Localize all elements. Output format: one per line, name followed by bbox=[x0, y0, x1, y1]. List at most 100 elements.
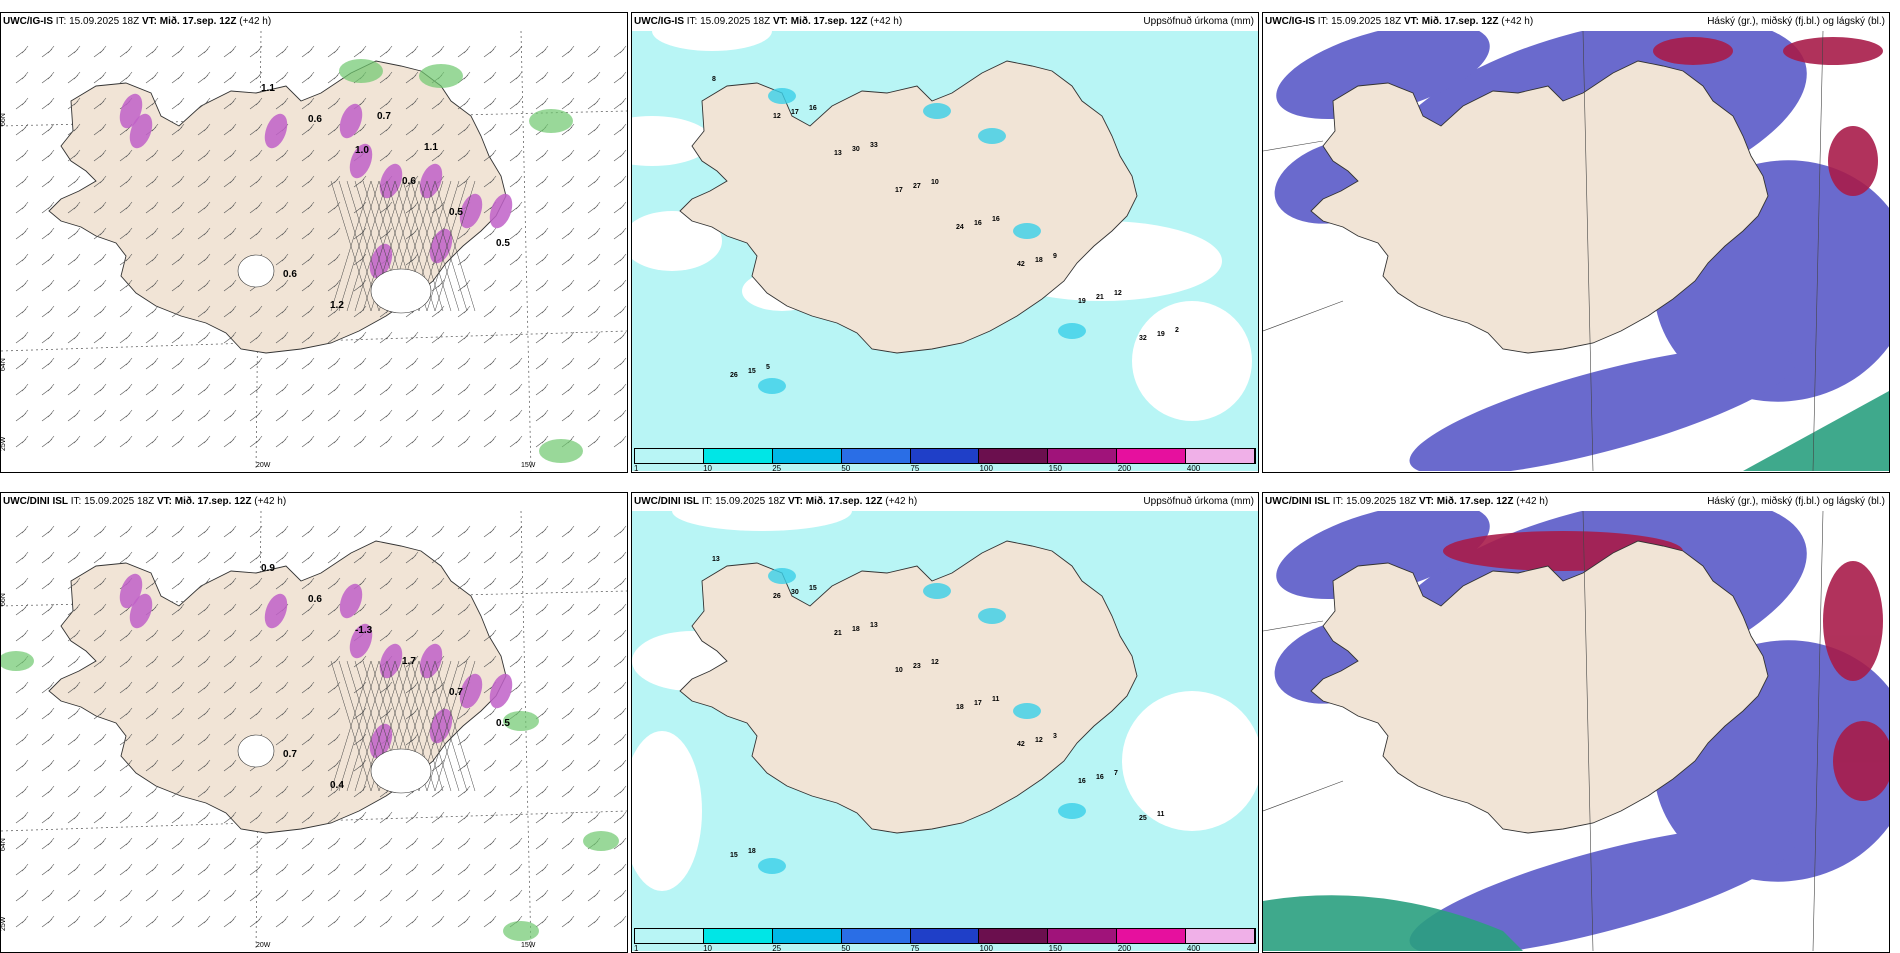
colorbar-swatch bbox=[703, 449, 773, 463]
heavy-precip bbox=[758, 88, 1086, 394]
lon-label-15w: 15W bbox=[521, 462, 536, 469]
precip-value: 27 bbox=[913, 183, 921, 190]
colorbar-label: 25 bbox=[772, 944, 782, 953]
precip-value: 21 bbox=[834, 630, 842, 637]
precip-value: 17 bbox=[791, 109, 799, 116]
glacier bbox=[370, 748, 432, 794]
precip-value: 24 bbox=[956, 224, 964, 231]
precip-value: 17 bbox=[895, 187, 903, 194]
init-time: IT: 15.09.2025 18Z bbox=[55, 16, 140, 27]
lon-label-25w: 25W bbox=[1, 436, 7, 451]
wind-barbs bbox=[15, 525, 627, 928]
precip-value: 23 bbox=[913, 663, 921, 670]
precip-value: 26 bbox=[773, 593, 781, 600]
valid-time: VT: Mið. 17.sep. 12Z bbox=[787, 496, 883, 507]
model-name: UWC/IG-IS bbox=[3, 16, 53, 27]
valid-time: VT: Mið. 17.sep. 12Z bbox=[772, 16, 868, 27]
colorbar-swatch bbox=[979, 929, 1049, 943]
precip-value: 7 bbox=[1114, 770, 1118, 777]
precip-value: 9 bbox=[1053, 253, 1057, 260]
precip-value: 21 bbox=[1096, 294, 1104, 301]
precip-amount-label: 0.6 bbox=[308, 594, 322, 605]
lon-label-15w: 15W bbox=[521, 942, 536, 949]
precip-value: 16 bbox=[1096, 774, 1104, 781]
precip-map: 1326211018421625153018231712161118151312… bbox=[632, 511, 1258, 951]
panel-title: Uppsöfnuð úrkoma (mm) bbox=[1143, 13, 1254, 31]
panel-precip-top: UWC/IG-IS IT: 15.09.2025 18Z VT: Mið. 17… bbox=[631, 12, 1259, 473]
graticule bbox=[1263, 31, 1824, 471]
colorbar-swatch bbox=[910, 449, 980, 463]
panel-precip-bottom: UWC/DINI ISL IT: 15.09.2025 18Z VT: Mið.… bbox=[631, 492, 1259, 953]
colorbar-label: 200 bbox=[1117, 944, 1132, 953]
colorbar-swatch bbox=[1048, 929, 1118, 943]
precip-value: 12 bbox=[1114, 290, 1122, 297]
precip-value: 30 bbox=[852, 146, 860, 153]
precip-value: 15 bbox=[809, 585, 817, 592]
light-precip bbox=[1, 651, 619, 941]
low-cloud bbox=[1263, 895, 1523, 951]
panel-title: Háský (gr.), miðský (fj.bl.) og lágský (… bbox=[1707, 493, 1885, 511]
colorbar-label: 100 bbox=[979, 944, 993, 953]
lat-label-64n: 64N bbox=[1, 358, 7, 371]
colorbar-swatch bbox=[703, 929, 773, 943]
precip-value: 15 bbox=[748, 368, 756, 375]
precip-value: 13 bbox=[834, 150, 842, 157]
panel-cloud-top: UWC/IG-IS IT: 15.09.2025 18Z VT: Mið. 17… bbox=[1262, 12, 1890, 473]
colorbar-swatch bbox=[772, 929, 842, 943]
precip-amount-label: 0.7 bbox=[283, 749, 297, 760]
precip-amount-label: 0.5 bbox=[496, 238, 510, 249]
colorbar-label: 50 bbox=[841, 944, 851, 953]
precip-value: 17 bbox=[974, 700, 982, 707]
iceland-landmass bbox=[679, 540, 1138, 834]
glacier bbox=[237, 734, 275, 768]
precip-value: 18 bbox=[1035, 257, 1043, 264]
precip-value: 10 bbox=[895, 667, 903, 674]
precip-amount-label: -1.3 bbox=[355, 625, 373, 636]
model-name: UWC/DINI ISL bbox=[1265, 496, 1330, 507]
model-name: UWC/DINI ISL bbox=[3, 496, 68, 507]
precip-amount-label: 0.7 bbox=[449, 687, 463, 698]
colorbar-swatch bbox=[1117, 929, 1187, 943]
cloud-map bbox=[1263, 511, 1889, 951]
precip-value: 15 bbox=[730, 852, 738, 859]
precip-value: 13 bbox=[870, 622, 878, 629]
low-cloud bbox=[1743, 391, 1889, 471]
precip-amount-label: 0.7 bbox=[377, 111, 391, 122]
valid-time: VT: Mið. 17.sep. 12Z bbox=[1418, 496, 1514, 507]
colorbar-label: 1 bbox=[634, 944, 639, 953]
lead-time: (+42 h) bbox=[1501, 16, 1534, 27]
colorbar-swatch bbox=[635, 929, 704, 943]
colorbar-label: 10 bbox=[703, 944, 713, 953]
panel-title: Háský (gr.), miðský (fj.bl.) og lágský (… bbox=[1707, 13, 1885, 31]
precip-amount-label: 1.7 bbox=[402, 656, 416, 667]
panel-wind-bottom: UWC/DINI ISL IT: 15.09.2025 18Z VT: Mið.… bbox=[0, 492, 628, 953]
iceland-landmass bbox=[1310, 60, 1769, 354]
colorbar-label: 75 bbox=[910, 464, 920, 473]
panel-wind-top: UWC/IG-IS IT: 15.09.2025 18Z VT: Mið. 17… bbox=[0, 12, 628, 473]
precip-value: 12 bbox=[773, 113, 781, 120]
precip-value: 19 bbox=[1078, 298, 1086, 305]
iceland-landmass bbox=[679, 60, 1138, 354]
colorbar-swatch bbox=[635, 449, 704, 463]
colorbar-swatch bbox=[1048, 449, 1118, 463]
convective-precip bbox=[119, 93, 513, 279]
precip-amount-label: 0.6 bbox=[308, 114, 322, 125]
lead-time: (+42 h) bbox=[885, 496, 918, 507]
lon-label-20w: 20W bbox=[256, 462, 271, 469]
hatched-area bbox=[330, 180, 476, 312]
colorbar-label: 25 bbox=[772, 464, 782, 473]
lead-time: (+42 h) bbox=[870, 16, 903, 27]
precip-amount-label: 0.5 bbox=[496, 718, 510, 729]
colorbar-label: 150 bbox=[1048, 464, 1063, 473]
valid-time: VT: Mið. 17.sep. 12Z bbox=[141, 16, 237, 27]
precip-map: 8121317244219322617302716182119151633101… bbox=[632, 31, 1258, 471]
model-name: UWC/IG-IS bbox=[634, 16, 684, 27]
precip-value: 33 bbox=[870, 142, 878, 149]
colorbar-label: 50 bbox=[841, 464, 851, 473]
colorbar-label: 75 bbox=[910, 944, 920, 953]
lead-time: (+42 h) bbox=[254, 496, 287, 507]
colorbar-swatch bbox=[1186, 929, 1256, 943]
convective-precip bbox=[119, 573, 513, 759]
high-cloud bbox=[1653, 37, 1883, 196]
precip-amount-label: 0.5 bbox=[449, 207, 463, 218]
